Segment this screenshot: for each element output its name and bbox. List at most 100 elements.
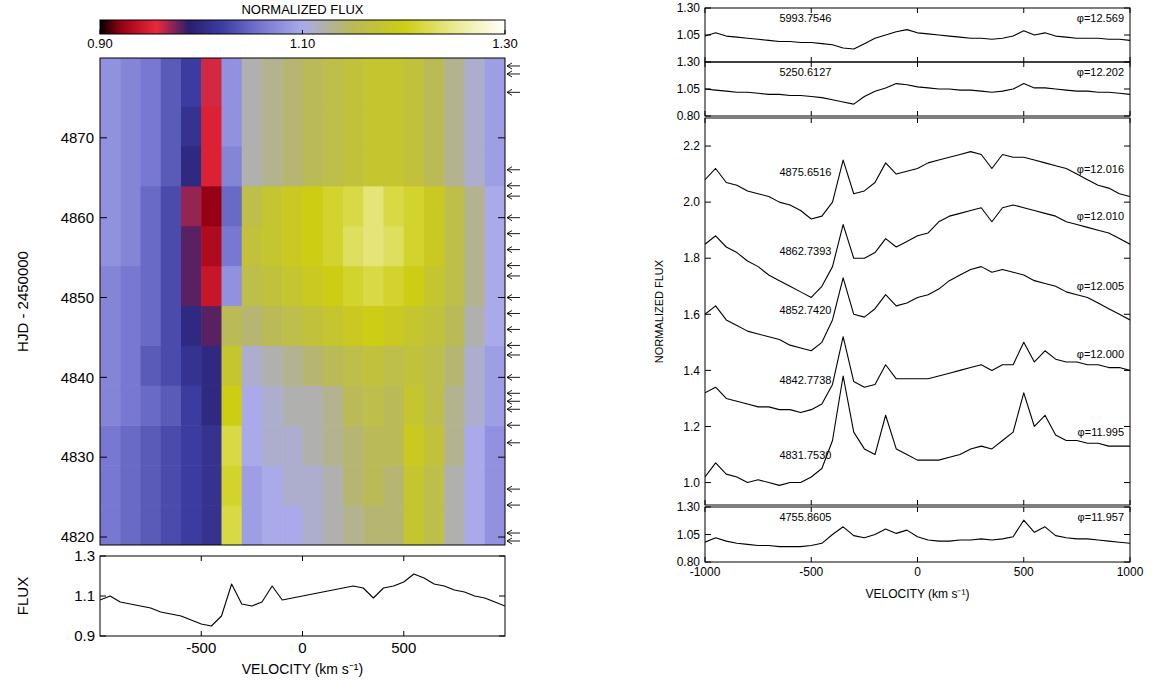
y-tick-label: 4830 bbox=[61, 448, 94, 465]
observation-arrow bbox=[507, 215, 520, 221]
heatmap-cell bbox=[222, 146, 243, 187]
heatmap-cell bbox=[141, 146, 162, 187]
y-tick-label: 1.4 bbox=[683, 364, 700, 378]
y-axis-title: NORMALIZED FLUX bbox=[653, 259, 665, 363]
heatmap-cell bbox=[120, 505, 141, 545]
heatmap-cell bbox=[424, 305, 445, 346]
y-axis-title: FLUX bbox=[14, 577, 31, 615]
heatmap-cell bbox=[161, 58, 182, 107]
heatmap-cell bbox=[343, 345, 364, 386]
heatmap-cell bbox=[323, 106, 344, 147]
heatmap-cell bbox=[141, 186, 162, 227]
heatmap-cell bbox=[444, 305, 465, 346]
y-tick-label: 4820 bbox=[61, 528, 94, 545]
heatmap-cell bbox=[303, 146, 324, 187]
heatmap-cell bbox=[201, 266, 222, 307]
y-tick bbox=[705, 116, 1130, 117]
spectrum-line bbox=[705, 30, 1130, 49]
heatmap-cell bbox=[282, 465, 303, 506]
heatmap-cell bbox=[424, 226, 445, 267]
x-tick-label: -500 bbox=[799, 565, 823, 579]
colorbar-tick-label: 1.30 bbox=[492, 36, 517, 51]
heatmap-cell bbox=[201, 305, 222, 346]
plot-frame bbox=[100, 58, 505, 545]
x-tick-label: 0 bbox=[298, 639, 306, 656]
heatmap-cell bbox=[424, 146, 445, 187]
heatmap-cell bbox=[201, 385, 222, 426]
heatmap-cell bbox=[100, 505, 121, 545]
heatmap-cell bbox=[404, 186, 425, 227]
heatmap-cell bbox=[485, 425, 505, 466]
heatmap-cell bbox=[262, 505, 283, 545]
heatmap-cell bbox=[384, 465, 405, 506]
heatmap-cell bbox=[485, 465, 505, 506]
heatmap-cell bbox=[363, 305, 384, 346]
colorbar-title: NORMALIZED FLUX bbox=[241, 2, 363, 17]
plot-frame bbox=[705, 118, 1130, 505]
heatmap-cell bbox=[384, 106, 405, 147]
plot-area bbox=[705, 152, 1130, 486]
heatmap-cell bbox=[485, 186, 505, 227]
y-tick bbox=[705, 8, 1130, 9]
heatmap-cell bbox=[161, 106, 182, 147]
observation-arrow bbox=[507, 247, 520, 253]
heatmap-cell bbox=[363, 425, 384, 466]
y-tick-label: 2.2 bbox=[683, 139, 700, 153]
heatmap-cell bbox=[343, 146, 364, 187]
colorbar-tick bbox=[100, 30, 101, 34]
heatmap-cell bbox=[303, 465, 324, 506]
spectrum-date: 4755.8605 bbox=[779, 511, 831, 523]
observation-arrow bbox=[507, 167, 520, 173]
y-tick bbox=[100, 297, 505, 298]
y-tick-label: 4840 bbox=[61, 369, 94, 386]
heatmap-cell bbox=[424, 465, 445, 506]
heatmap-cell bbox=[201, 106, 222, 147]
x-tick bbox=[1023, 118, 1024, 505]
heatmap-cell bbox=[222, 226, 243, 267]
heatmap-cell bbox=[282, 106, 303, 147]
y-tick-label: 1.2 bbox=[683, 420, 700, 434]
heatmap-cell bbox=[444, 58, 465, 107]
heatmap-cell bbox=[242, 505, 263, 545]
heatmap-cell bbox=[485, 58, 505, 107]
heatmap-cell bbox=[303, 266, 324, 307]
heatmap-cell bbox=[363, 465, 384, 506]
heatmap-cell bbox=[424, 266, 445, 307]
heatmap-cell bbox=[343, 385, 364, 426]
observation-arrow bbox=[507, 231, 520, 237]
heatmap-cell bbox=[444, 385, 465, 426]
colorbar-tick bbox=[302, 30, 303, 34]
heatmap-cell bbox=[201, 345, 222, 386]
observation-arrow bbox=[507, 310, 520, 316]
heatmap-cell bbox=[100, 106, 121, 147]
y-tick-label: 4850 bbox=[61, 289, 94, 306]
heatmap-cell bbox=[404, 305, 425, 346]
spectrum-date: 4831.7530 bbox=[779, 449, 831, 461]
y-tick bbox=[705, 62, 1130, 63]
heatmap-cell bbox=[120, 305, 141, 346]
heatmap-cell bbox=[465, 465, 486, 506]
y-tick bbox=[705, 507, 1130, 508]
x-tick-label: 500 bbox=[1014, 565, 1034, 579]
observation-arrow bbox=[507, 530, 520, 536]
heatmap-cell bbox=[323, 266, 344, 307]
heatmap-cell bbox=[242, 465, 263, 506]
spectrum-line bbox=[705, 267, 1130, 351]
heatmap-cell bbox=[485, 106, 505, 147]
observation-arrow bbox=[507, 538, 520, 544]
spectrum-line bbox=[705, 205, 1130, 298]
plot-frame bbox=[705, 8, 1130, 62]
x-tick-label: 1000 bbox=[1117, 565, 1144, 579]
plot-frame bbox=[705, 62, 1130, 116]
heatmap-cell bbox=[120, 106, 141, 147]
spectrum-phase: φ=12.000 bbox=[1077, 348, 1124, 360]
heatmap-cell bbox=[303, 385, 324, 426]
spectrum-line bbox=[100, 574, 505, 626]
heatmap-cell bbox=[485, 305, 505, 346]
plot-frame bbox=[705, 507, 1130, 562]
spectrum-date: 4875.6516 bbox=[779, 166, 831, 178]
heatmap-cell bbox=[141, 345, 162, 386]
spectrum-date: 4852.7420 bbox=[779, 304, 831, 316]
heatmap-cell bbox=[424, 186, 445, 227]
heatmap-cell bbox=[201, 226, 222, 267]
